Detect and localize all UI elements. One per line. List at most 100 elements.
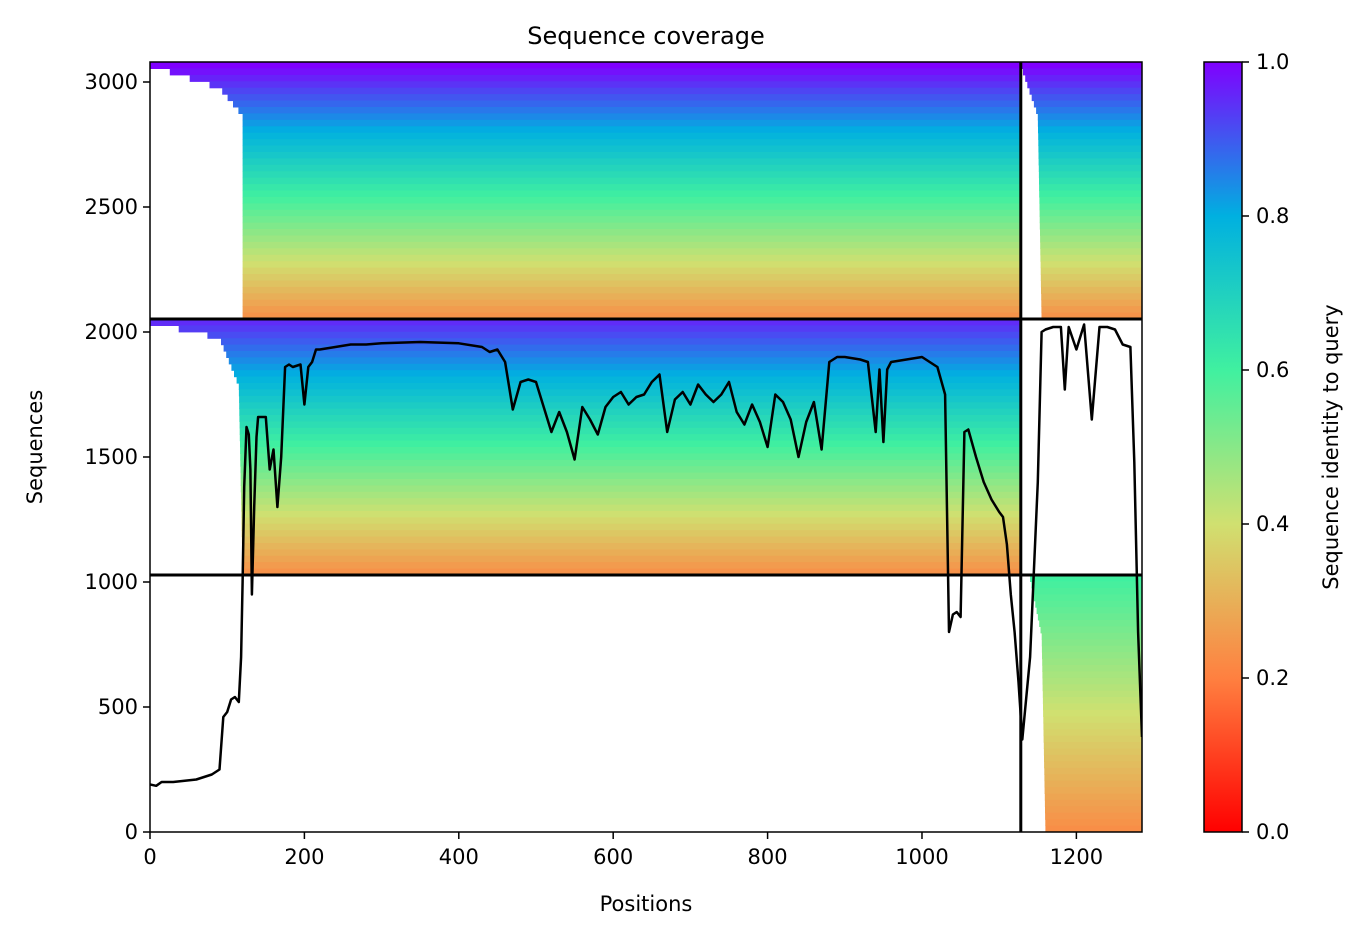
heat-band	[239, 415, 1021, 422]
heat-band	[1041, 286, 1142, 294]
colorbar-tick-label: 0.0	[1256, 820, 1289, 844]
heat-band	[189, 74, 1021, 82]
heat-band	[1032, 587, 1142, 595]
heat-band	[242, 248, 1021, 256]
y-axis-ticks: 0 500 1000 1500 2000 2500 3000	[85, 70, 150, 844]
heat-band	[242, 286, 1021, 294]
heat-band	[222, 87, 1021, 95]
heat-band	[221, 338, 1021, 346]
heat-band	[1031, 94, 1142, 102]
heat-band	[1038, 164, 1142, 172]
heat-band	[1042, 671, 1142, 679]
heat-band	[231, 363, 1021, 371]
heat-band	[1038, 126, 1142, 134]
heat-band	[1042, 697, 1142, 705]
heat-band	[1044, 793, 1142, 801]
heat-band	[1027, 81, 1142, 89]
heat-band	[1038, 139, 1142, 147]
colorbar-tick-label: 1.0	[1256, 50, 1289, 74]
heat-band	[1040, 229, 1142, 236]
heat-band	[238, 107, 1021, 114]
heat-band	[178, 325, 1021, 333]
heat-band	[242, 241, 1021, 249]
heat-band	[1039, 190, 1142, 198]
y-tick-label: 2500	[85, 195, 138, 219]
heat-band	[1041, 293, 1142, 301]
heat-band	[1041, 632, 1142, 640]
heat-band	[240, 472, 1021, 480]
heat-band	[1040, 241, 1142, 249]
heat-band	[242, 280, 1021, 288]
heat-band	[242, 177, 1021, 185]
y-tick-label: 1500	[85, 445, 138, 469]
heat-band	[1035, 600, 1142, 608]
y-tick-label: 500	[98, 695, 138, 719]
heat-band	[228, 357, 1021, 365]
colorbar-tick-label: 0.8	[1256, 204, 1289, 228]
coverage-line	[150, 323, 1142, 788]
colorbar-tick-label: 0.6	[1256, 358, 1289, 382]
heat-band	[242, 261, 1021, 269]
heat-band	[240, 447, 1021, 454]
heat-band	[240, 453, 1021, 461]
heat-band	[1044, 754, 1142, 762]
heat-band	[1044, 780, 1142, 788]
x-tick-label: 600	[593, 845, 633, 869]
colorbar	[1203, 61, 1243, 833]
heat-band	[239, 408, 1021, 416]
heat-band	[242, 139, 1021, 147]
heat-band	[1034, 594, 1142, 602]
heat-band	[240, 485, 1021, 493]
heat-band	[1042, 690, 1142, 698]
heat-band	[242, 306, 1021, 314]
heat-band	[209, 81, 1021, 89]
heat-band	[239, 434, 1021, 442]
heat-band	[1036, 607, 1142, 615]
heat-band	[1023, 68, 1142, 76]
heat-band	[242, 254, 1021, 262]
heat-band	[242, 555, 1021, 563]
heat-band	[1038, 132, 1142, 140]
heat-band	[242, 235, 1021, 243]
heat-band	[1043, 742, 1142, 749]
heat-band	[1036, 107, 1142, 114]
heat-band	[238, 389, 1021, 397]
heat-band	[207, 331, 1021, 339]
y-tick-label: 0	[125, 820, 138, 844]
heat-band	[1039, 196, 1142, 204]
heat-band	[242, 267, 1021, 275]
x-tick-label: 1200	[1050, 845, 1103, 869]
heat-band	[242, 184, 1021, 192]
heat-band	[242, 293, 1021, 301]
heat-band	[242, 222, 1021, 230]
heat-band	[1038, 171, 1142, 179]
heat-band	[1043, 722, 1142, 730]
heat-band	[1037, 113, 1142, 121]
heat-band	[241, 530, 1021, 538]
heat-band	[239, 402, 1021, 410]
heat-band	[1025, 74, 1142, 82]
heat-band	[1038, 145, 1142, 153]
heat-band	[242, 568, 1021, 576]
heat-band	[1039, 203, 1142, 211]
heat-band	[240, 440, 1021, 448]
heat-band	[1039, 620, 1142, 627]
heat-band	[223, 344, 1021, 352]
heat-band	[1040, 274, 1142, 281]
heat-band	[241, 517, 1021, 525]
heat-band	[1045, 806, 1142, 814]
heat-band	[1041, 306, 1142, 314]
heat-band	[1037, 119, 1142, 127]
heat-band	[169, 68, 1021, 76]
heat-band	[1037, 613, 1142, 621]
heat-band	[242, 209, 1021, 217]
heat-band	[1041, 645, 1142, 653]
heat-band	[242, 171, 1021, 179]
alignment-block-3	[150, 319, 1021, 576]
heat-band	[242, 145, 1021, 153]
heat-band	[242, 158, 1021, 166]
x-tick-label: 400	[439, 845, 479, 869]
heat-band	[227, 94, 1021, 102]
chart-title: Sequence coverage	[527, 22, 764, 50]
heat-band	[241, 491, 1021, 499]
